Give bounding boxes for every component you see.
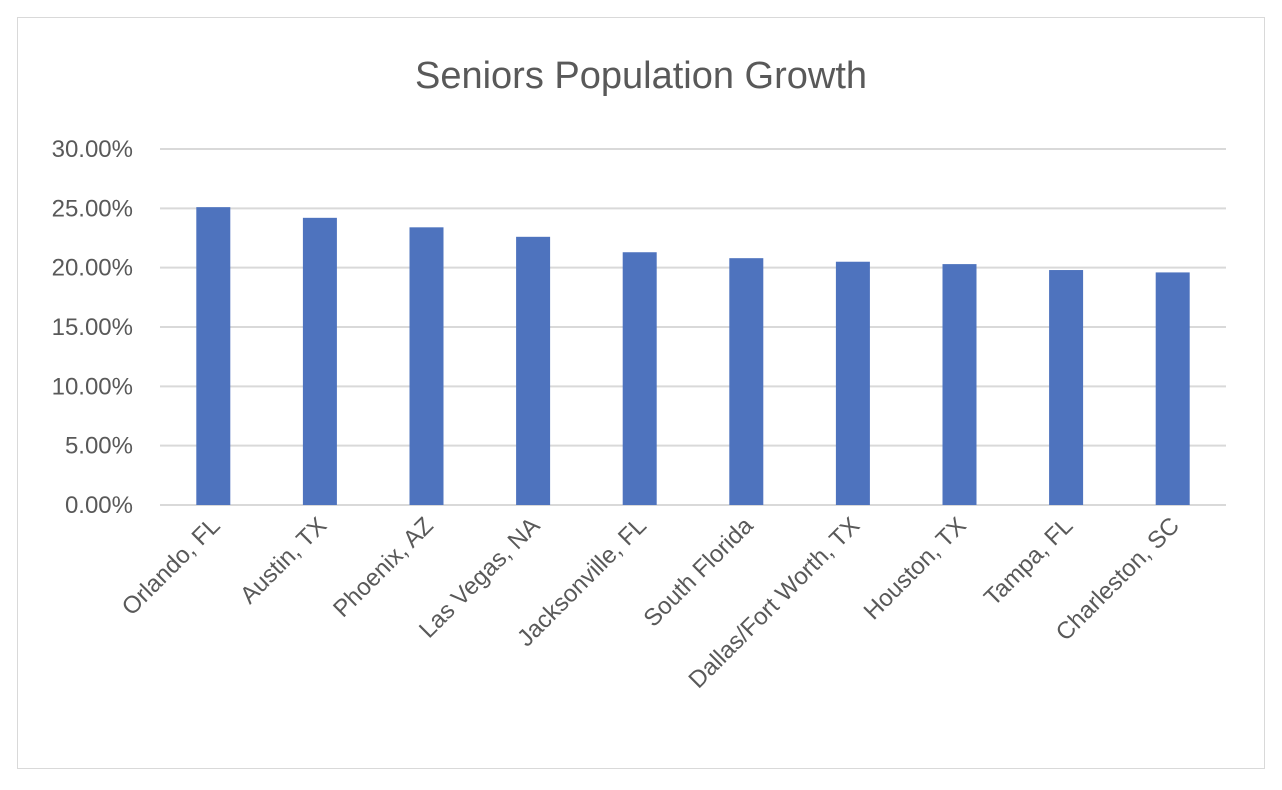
x-tick-label: Orlando, FL [117, 512, 226, 621]
y-tick-label: 5.00% [65, 433, 133, 460]
bar [835, 261, 870, 505]
bar [622, 252, 657, 505]
y-tick-label: 25.00% [52, 195, 133, 222]
x-tick-label: South Florida [639, 512, 759, 632]
y-tick-label: 15.00% [52, 314, 133, 341]
y-tick-label: 20.00% [52, 255, 133, 282]
x-tick-label: Phoenix, AZ [328, 512, 439, 623]
y-tick-label: 30.00% [52, 136, 133, 163]
bar [516, 236, 551, 505]
chart-frame [17, 17, 1265, 769]
y-tick-label: 0.00% [65, 492, 133, 519]
bar [409, 227, 444, 505]
x-tick-label: Dallas/Fort Worth, TX [684, 512, 866, 694]
bar [942, 264, 977, 505]
x-tick-label: Tampa, FL [979, 512, 1078, 611]
x-tick-label: Austin, TX [235, 512, 332, 609]
bar [196, 207, 231, 505]
bar [302, 217, 337, 505]
bar [729, 258, 764, 505]
x-tick-label: Houston, TX [859, 512, 972, 625]
chart-title: Seniors Population Growth [414, 55, 868, 97]
bar [1155, 272, 1190, 505]
bar [1049, 270, 1084, 505]
y-tick-label: 10.00% [52, 373, 133, 400]
